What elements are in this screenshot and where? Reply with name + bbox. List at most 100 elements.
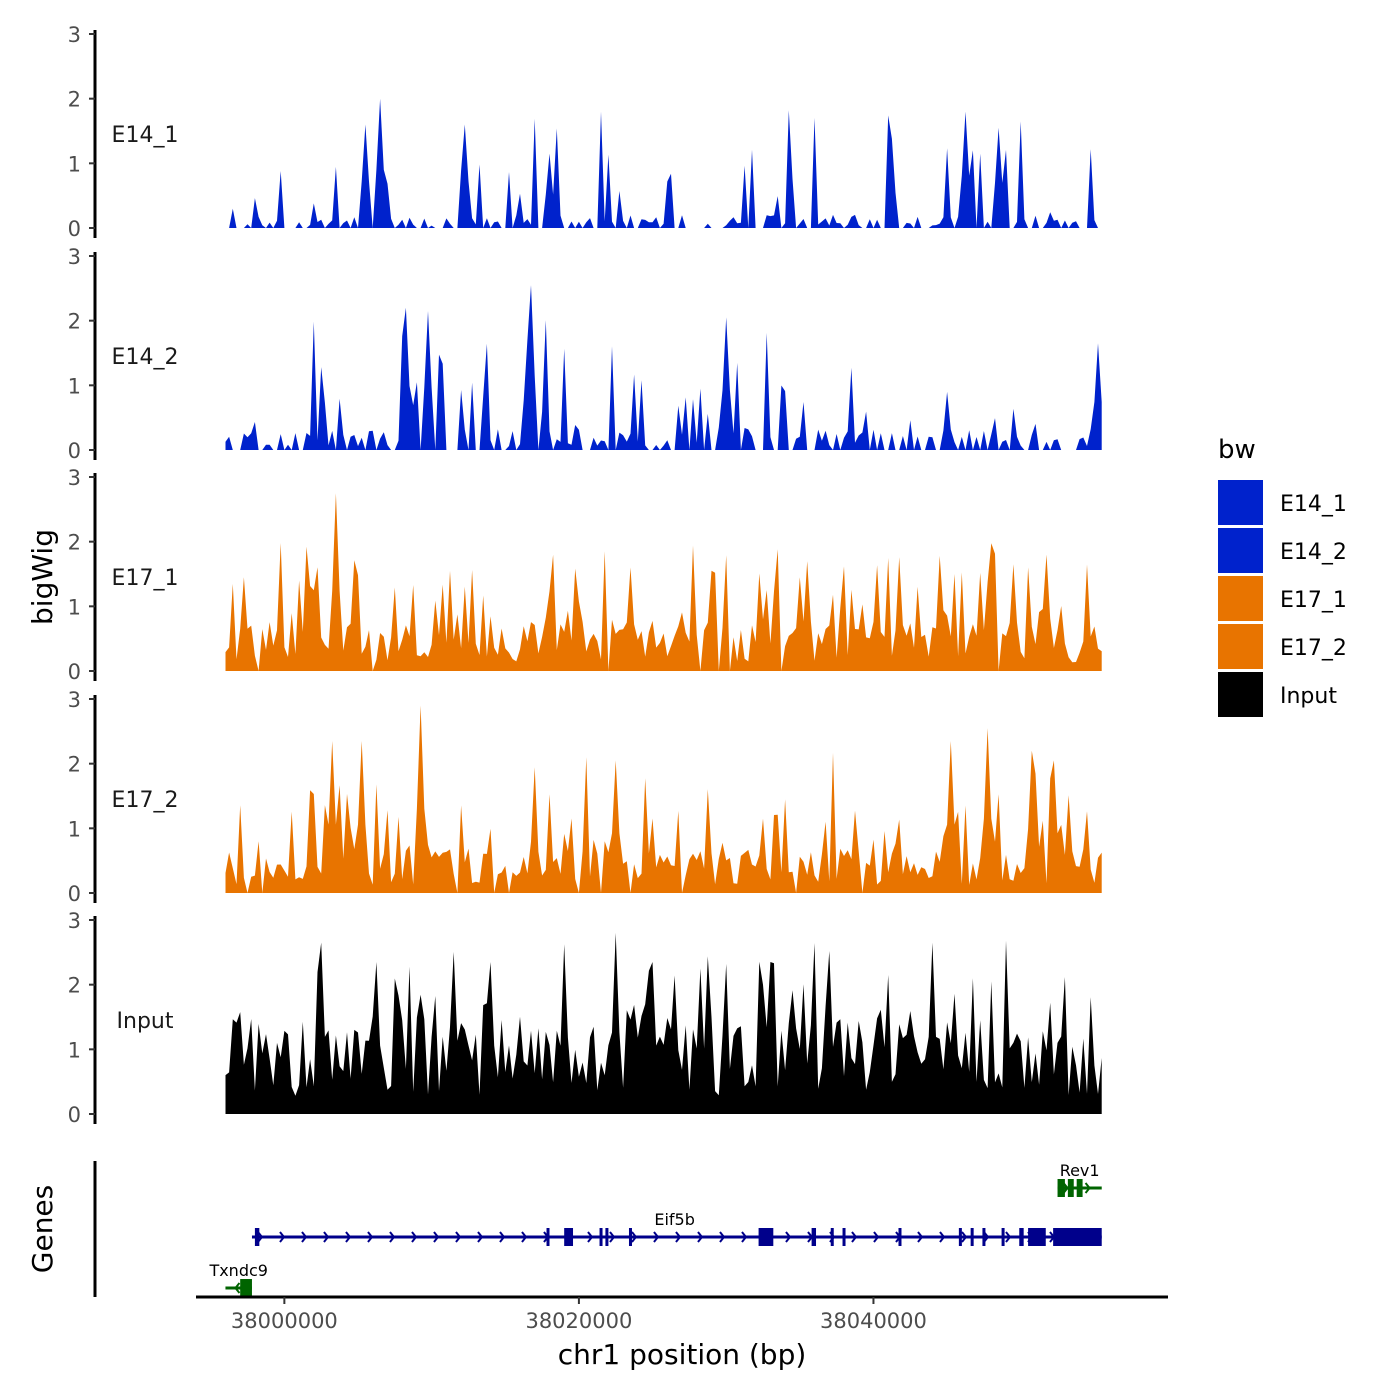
gene-label-Txndc9: Txndc9 <box>208 1261 268 1280</box>
legend-key-Input <box>1218 672 1263 717</box>
exon-Eif5b <box>758 1228 774 1246</box>
track-E14_1: 0 1 2 3 E14_1 <box>68 23 1102 241</box>
track-panels: 0 1 2 3 E14_1 0 1 2 3 E14_2 0 1 2 3 E17_1 0 1 2 3 E17_2 0 1 2 3… <box>68 23 1102 1127</box>
exon-Rev1 <box>1076 1179 1083 1197</box>
signal-area-E17_2 <box>225 705 1102 893</box>
track-label-E17_2: E17_2 <box>112 788 179 813</box>
signal-area-E14_2 <box>225 285 1102 450</box>
gene-strand-arrow <box>301 1231 308 1243</box>
y-tick-label-Input-2: 2 <box>68 974 81 998</box>
legend-key-E14_1 <box>1218 480 1263 525</box>
gene-strand-arrow <box>521 1231 528 1243</box>
y-tick-label-E17_2-0: 0 <box>68 882 81 906</box>
track-E14_2: 0 1 2 3 E14_2 <box>68 245 1102 463</box>
exon-Eif5b <box>830 1228 834 1246</box>
exon-Eif5b <box>842 1228 846 1246</box>
gene-strand-arrow <box>411 1231 418 1243</box>
gene-strand-arrow <box>433 1231 440 1243</box>
gene-strand-arrow <box>653 1231 660 1243</box>
legend-label-E14_2: E14_2 <box>1280 540 1347 565</box>
genes-axis-title: Genes <box>26 1185 59 1273</box>
gene-label-Rev1: Rev1 <box>1060 1161 1100 1180</box>
exon-Eif5b <box>811 1228 817 1246</box>
y-tick-label-E17_1-3: 3 <box>68 466 81 490</box>
gene-strand-arrow <box>234 1282 241 1294</box>
y-axis-title: bigWig <box>26 529 59 625</box>
track-label-E14_2: E14_2 <box>112 345 179 370</box>
exon-Eif5b <box>546 1228 550 1246</box>
gene-strand-arrow <box>697 1231 704 1243</box>
exon-Rev1 <box>1067 1179 1074 1197</box>
gene-Rev1: Rev1 <box>1057 1161 1102 1197</box>
exon-Eif5b <box>1001 1228 1005 1246</box>
exon-Eif5b <box>970 1228 974 1246</box>
y-tick-label-E14_1-3: 3 <box>68 23 81 47</box>
gene-strand-arrow <box>873 1231 880 1243</box>
legend-key-E14_2 <box>1218 528 1263 573</box>
legend-title: bw <box>1218 435 1256 465</box>
legend-key-E17_2 <box>1218 624 1263 669</box>
y-tick-label-E17_2-3: 3 <box>68 688 81 712</box>
signal-area-E17_1 <box>225 493 1102 671</box>
track-label-E17_1: E17_1 <box>112 566 179 591</box>
exon-Eif5b <box>1028 1228 1046 1246</box>
gene-strand-arrow <box>609 1231 616 1243</box>
exon-Eif5b <box>982 1228 986 1246</box>
legend: bw E14_1 E14_2 E17_1 E17_2 Input <box>1218 435 1347 717</box>
gene-strand-arrow <box>631 1231 638 1243</box>
exon-Eif5b <box>564 1228 574 1246</box>
y-tick-label-Input-3: 3 <box>68 909 81 933</box>
gene-strand-arrow <box>741 1231 748 1243</box>
gene-strand-arrow <box>587 1231 594 1243</box>
exon-Eif5b <box>599 1228 603 1246</box>
y-tick-label-E14_2-1: 1 <box>68 374 81 398</box>
gene-strand-arrow <box>367 1231 374 1243</box>
legend-label-E14_1: E14_1 <box>1280 492 1347 517</box>
y-tick-label-E14_1-1: 1 <box>68 152 81 176</box>
y-tick-label-Input-1: 1 <box>68 1038 81 1062</box>
exon-Txndc9 <box>240 1279 252 1297</box>
exon-Eif5b <box>898 1228 902 1246</box>
gene-label-Eif5b: Eif5b <box>654 1210 695 1229</box>
gene-strand-arrow <box>719 1231 726 1243</box>
gene-strand-arrow <box>345 1231 352 1243</box>
y-tick-label-E17_2-2: 2 <box>68 753 81 777</box>
x-tick-label-38000000: 38000000 <box>231 1309 338 1333</box>
exon-Eif5b <box>958 1228 962 1246</box>
y-tick-label-E17_1-2: 2 <box>68 531 81 555</box>
legend-label-Input: Input <box>1280 684 1337 709</box>
y-tick-label-Input-0: 0 <box>68 1103 81 1127</box>
gene-Eif5b: Eif5b <box>251 1210 1102 1246</box>
x-axis-title: chr1 position (bp) <box>558 1338 807 1371</box>
gene-Txndc9: Txndc9 <box>208 1261 268 1297</box>
gene-strand-arrow <box>1005 1231 1012 1243</box>
gene-strand-arrow <box>279 1231 286 1243</box>
y-tick-label-E17_1-0: 0 <box>68 660 81 684</box>
gene-strand-arrow <box>961 1231 968 1243</box>
legend-label-E17_1: E17_1 <box>1280 588 1347 613</box>
exon-Rev1 <box>1057 1179 1065 1197</box>
signal-area-E14_1 <box>225 98 1102 228</box>
exon-Eif5b <box>1019 1228 1024 1246</box>
gene-strand-arrow <box>499 1231 506 1243</box>
y-tick-label-E14_2-0: 0 <box>68 439 81 463</box>
track-label-E14_1: E14_1 <box>112 123 179 148</box>
gene-strand-arrow <box>389 1231 396 1243</box>
gene-strand-arrow <box>851 1231 858 1243</box>
gene-strand-arrow <box>939 1231 946 1243</box>
y-tick-label-E14_2-2: 2 <box>68 310 81 334</box>
exon-Eif5b <box>605 1228 609 1246</box>
exon-Eif5b <box>628 1228 632 1246</box>
gene-strand-arrow <box>477 1231 484 1243</box>
legend-label-E17_2: E17_2 <box>1280 636 1347 661</box>
track-E17_1: 0 1 2 3 E17_1 <box>68 466 1102 684</box>
genes-panel: Rev1 Eif5b Txndc9 <box>93 1161 1102 1297</box>
track-label-Input: Input <box>117 1009 174 1034</box>
track-Input: 0 1 2 3 Input <box>68 909 1102 1127</box>
x-tick-label-38020000: 38020000 <box>525 1309 632 1333</box>
exon-Eif5b <box>254 1228 260 1246</box>
gene-strand-arrow <box>455 1231 462 1243</box>
exon-Eif5b <box>1053 1228 1102 1246</box>
y-tick-label-E14_2-3: 3 <box>68 245 81 269</box>
